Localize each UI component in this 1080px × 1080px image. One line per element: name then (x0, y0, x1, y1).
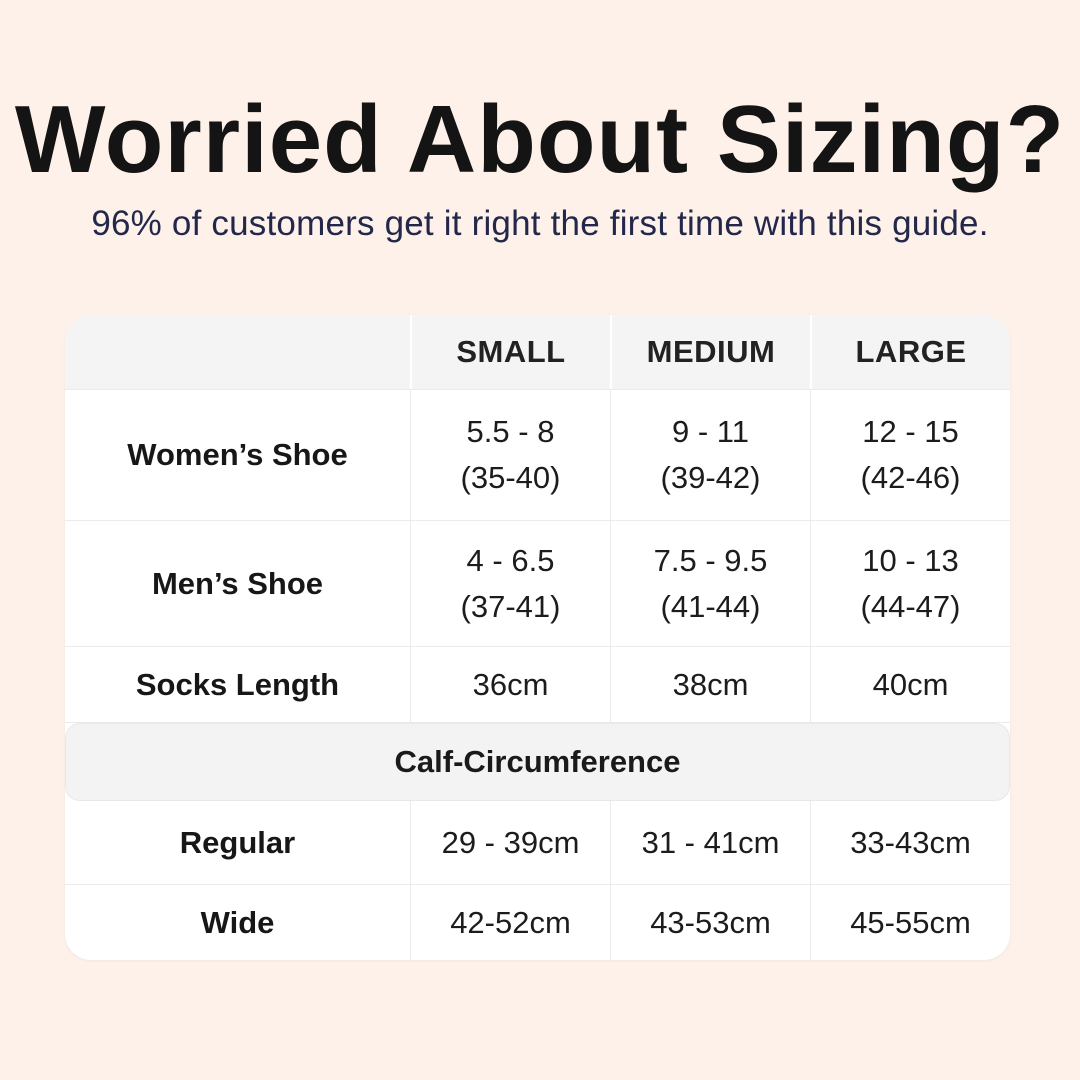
table-row-mens-shoe: Men’s Shoe 4 - 6.5 (37-41) 7.5 - 9.5 (41… (65, 520, 1010, 646)
table-row-regular: Regular 29 - 39cm 31 - 41cm 33-43cm (65, 801, 1010, 884)
cell-mens-small: 4 - 6.5 (37-41) (410, 521, 610, 646)
col-header-medium: MEDIUM (610, 315, 810, 389)
cell-line: 7.5 - 9.5 (653, 542, 768, 578)
cell-mens-large: 10 - 13 (44-47) (810, 521, 1010, 646)
cell-socks-medium: 38cm (610, 647, 810, 722)
row-label-womens-shoe: Women’s Shoe (127, 437, 348, 473)
cell-line: (42-46) (860, 460, 961, 495)
col-header-small: SMALL (410, 315, 610, 389)
cell-wide-small: 42-52cm (410, 885, 610, 960)
row-label-wide: Wide (200, 904, 275, 940)
page-header: Worried About Sizing? 96% of customers g… (0, 86, 1080, 244)
cell-line: 4 - 6.5 (466, 542, 555, 578)
cell-line: (35-40) (460, 460, 561, 495)
col-header-large: LARGE (810, 315, 1010, 389)
cell-line: (41-44) (660, 588, 761, 624)
row-label-mens-shoe: Men’s Shoe (151, 565, 324, 601)
cell-socks-large: 40cm (810, 647, 1010, 722)
cell-wide-large: 45-55cm (810, 885, 1010, 960)
page-title: Worried About Sizing? (14, 86, 1066, 193)
table-row-wide: Wide 42-52cm 43-53cm 45-55cm (65, 884, 1010, 960)
page-subtitle: 96% of customers get it right the first … (91, 203, 989, 243)
cell-line: 10 - 13 (862, 542, 959, 578)
cell-womens-small: 5.5 - 8 (35-40) (410, 390, 610, 520)
cell-womens-medium: 9 - 11 (39-42) (610, 390, 810, 520)
cell-mens-medium: 7.5 - 9.5 (41-44) (610, 521, 810, 646)
table-row-womens-shoe: Women’s Shoe 5.5 - 8 (35-40) 9 - 11 (39-… (65, 390, 1010, 520)
cell-line: (39-42) (660, 460, 761, 495)
cell-wide-medium: 43-53cm (610, 885, 810, 960)
row-label-socks-length: Socks Length (135, 666, 340, 702)
cell-socks-small: 36cm (410, 647, 610, 722)
size-table: SMALL MEDIUM LARGE Women’s Shoe 5.5 - 8 … (65, 315, 1010, 960)
table-row-socks-length: Socks Length 36cm 38cm 40cm (65, 646, 1010, 723)
cell-line: (44-47) (860, 588, 961, 624)
row-label-regular: Regular (179, 824, 296, 860)
table-header-row: SMALL MEDIUM LARGE (65, 315, 1010, 390)
cell-line: 5.5 - 8 (466, 414, 555, 450)
cell-line: (37-41) (460, 588, 561, 624)
cell-womens-large: 12 - 15 (42-46) (810, 390, 1010, 520)
cell-regular-medium: 31 - 41cm (610, 801, 810, 884)
cell-line: 12 - 15 (862, 414, 959, 450)
col-header-blank (65, 315, 410, 389)
section-header-calf-circumference: Calf-Circumference (65, 723, 1010, 801)
cell-regular-large: 33-43cm (810, 801, 1010, 884)
cell-regular-small: 29 - 39cm (410, 801, 610, 884)
cell-line: 9 - 11 (672, 414, 749, 450)
